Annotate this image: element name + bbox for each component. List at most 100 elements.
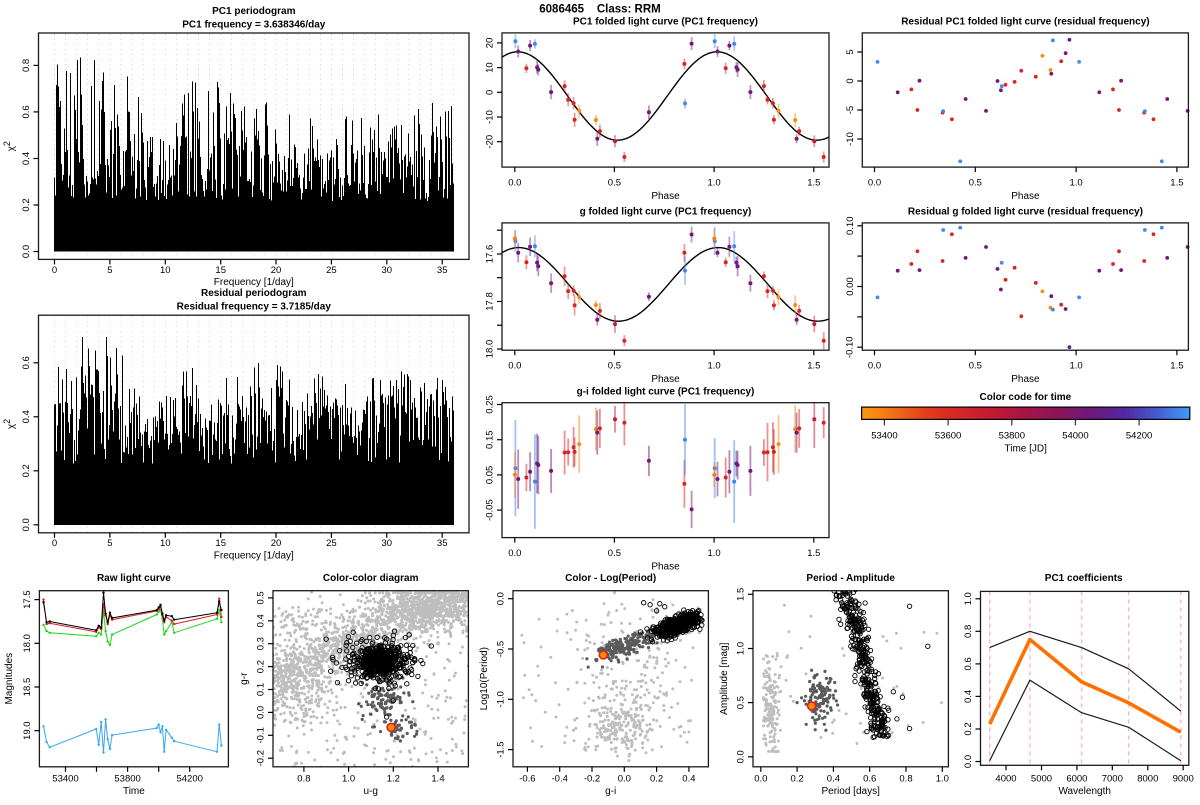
svg-text:0.0: 0.0 (256, 706, 267, 719)
svg-text:Color code for time: Color code for time (980, 392, 1072, 403)
svg-text:18.0: 18.0 (22, 634, 33, 653)
svg-text:5: 5 (107, 265, 112, 276)
svg-text:54000: 54000 (1062, 431, 1088, 442)
svg-text:0.0: 0.0 (21, 245, 32, 258)
svg-text:0.5: 0.5 (608, 178, 621, 189)
svg-text:1.0: 1.0 (707, 548, 720, 559)
svg-text:-0.1: -0.1 (256, 727, 267, 743)
svg-text:1.0: 1.0 (707, 361, 720, 372)
svg-text:PC1 folded light curve (PC1 fr: PC1 folded light curve (PC1 frequency) (573, 17, 758, 28)
svg-text:20: 20 (271, 538, 282, 549)
svg-text:-0.10: -0.10 (845, 336, 856, 358)
svg-text:17.6: 17.6 (485, 245, 496, 264)
svg-text:10: 10 (160, 538, 171, 549)
svg-text:Phase: Phase (651, 562, 680, 573)
svg-text:-0.6: -0.6 (519, 774, 535, 785)
svg-text:10: 10 (160, 265, 171, 276)
svg-text:0.0: 0.0 (868, 361, 881, 372)
svg-text:18.0: 18.0 (485, 340, 496, 359)
svg-text:g-i folded light curve (PC1 fr: g-i folded light curve (PC1 frequency) (577, 387, 755, 398)
svg-text:g folded light curve (PC1 freq: g folded light curve (PC1 frequency) (580, 207, 752, 218)
svg-text:1.2: 1.2 (387, 774, 400, 785)
svg-text:0.4: 0.4 (256, 614, 267, 627)
svg-text:20: 20 (485, 38, 496, 49)
svg-text:0.25: 0.25 (485, 395, 496, 414)
svg-text:1.4: 1.4 (431, 774, 444, 785)
svg-text:1.5: 1.5 (1170, 178, 1183, 189)
svg-text:15: 15 (215, 538, 226, 549)
svg-text:0.10: 0.10 (845, 217, 856, 236)
svg-text:1.0: 1.0 (342, 774, 355, 785)
svg-text:1.5: 1.5 (807, 178, 820, 189)
svg-text:1.5: 1.5 (807, 361, 820, 372)
svg-text:0.2: 0.2 (21, 198, 32, 211)
svg-text:0.5: 0.5 (969, 178, 982, 189)
svg-text:0.0: 0.0 (21, 518, 32, 531)
svg-text:0: 0 (845, 78, 856, 83)
svg-text:-0.4: -0.4 (552, 774, 568, 785)
svg-text:0.0: 0.0 (868, 178, 881, 189)
svg-text:Time: Time (123, 786, 145, 797)
svg-text:15: 15 (215, 265, 226, 276)
svg-text:-0.05: -0.05 (485, 499, 496, 521)
svg-text:6086465 Class: RRM: 6086465 Class: RRM (539, 4, 660, 16)
svg-text:u-g: u-g (363, 786, 377, 797)
svg-text:35: 35 (437, 538, 448, 549)
svg-text:g-r: g-r (239, 672, 250, 685)
svg-text:Residual PC1 folded light curv: Residual PC1 folded light curve (residua… (901, 17, 1149, 28)
svg-text:Color - Log(Period): Color - Log(Period) (565, 573, 656, 584)
svg-text:-0.5: -0.5 (496, 641, 507, 657)
svg-text:0.0: 0.0 (618, 774, 631, 785)
svg-text:0.4: 0.4 (21, 410, 32, 423)
svg-text:1.5: 1.5 (807, 548, 820, 559)
svg-text:0.8: 0.8 (297, 774, 310, 785)
svg-text:0.5: 0.5 (256, 591, 267, 604)
svg-text:Raw light curve: Raw light curve (97, 573, 171, 584)
svg-text:5: 5 (845, 49, 856, 54)
svg-text:0.1: 0.1 (256, 683, 267, 696)
svg-text:Residual frequency = 3.7185/da: Residual frequency = 3.7185/day (177, 302, 332, 313)
svg-text:-5: -5 (845, 106, 856, 114)
svg-text:30: 30 (382, 265, 393, 276)
svg-text:17.8: 17.8 (485, 292, 496, 311)
svg-text:53400: 53400 (871, 431, 897, 442)
svg-text:0.5: 0.5 (608, 548, 621, 559)
svg-text:0.0: 0.0 (508, 361, 521, 372)
svg-text:19.0: 19.0 (22, 721, 33, 740)
svg-text:Frequency [1/day]: Frequency [1/day] (214, 551, 294, 562)
svg-text:0.8: 0.8 (21, 59, 32, 72)
svg-text:5: 5 (107, 538, 112, 549)
svg-text:Phase: Phase (651, 374, 680, 385)
svg-text:Phase: Phase (1011, 191, 1040, 202)
svg-text:53800: 53800 (999, 431, 1025, 442)
svg-text:Log10(Period): Log10(Period) (479, 647, 490, 710)
svg-text:-10: -10 (845, 132, 856, 146)
svg-text:0.3: 0.3 (256, 637, 267, 650)
svg-text:0.0: 0.0 (508, 178, 521, 189)
svg-text:-1.0: -1.0 (496, 691, 507, 707)
svg-text:0.00: 0.00 (845, 277, 856, 296)
svg-text:1.0: 1.0 (707, 178, 720, 189)
svg-text:Residual g folded light curve: Residual g folded light curve (residual … (908, 207, 1143, 218)
svg-text:Magnitudes: Magnitudes (4, 653, 15, 705)
svg-text:1.0: 1.0 (1069, 361, 1082, 372)
svg-text:0.05: 0.05 (485, 466, 496, 485)
svg-text:0.0: 0.0 (508, 548, 521, 559)
svg-text:PC1 frequency = 3.638346/day: PC1 frequency = 3.638346/day (182, 20, 326, 31)
svg-text:0.5: 0.5 (969, 361, 982, 372)
svg-text:0: 0 (52, 538, 57, 549)
svg-text:30: 30 (382, 538, 393, 549)
svg-text:0.2: 0.2 (256, 660, 267, 673)
svg-text:35: 35 (437, 265, 448, 276)
svg-text:-20: -20 (485, 135, 496, 149)
svg-text:Phase: Phase (651, 191, 680, 202)
svg-text:0.15: 0.15 (485, 430, 496, 449)
svg-text:18.5: 18.5 (22, 678, 33, 697)
svg-text:17.5: 17.5 (22, 590, 33, 609)
svg-text:10: 10 (485, 62, 496, 73)
svg-text:g-i: g-i (605, 786, 616, 797)
svg-text:0.6: 0.6 (21, 356, 32, 369)
svg-text:53600: 53600 (935, 431, 961, 442)
svg-text:0.6: 0.6 (21, 105, 32, 118)
svg-text:0: 0 (52, 265, 57, 276)
